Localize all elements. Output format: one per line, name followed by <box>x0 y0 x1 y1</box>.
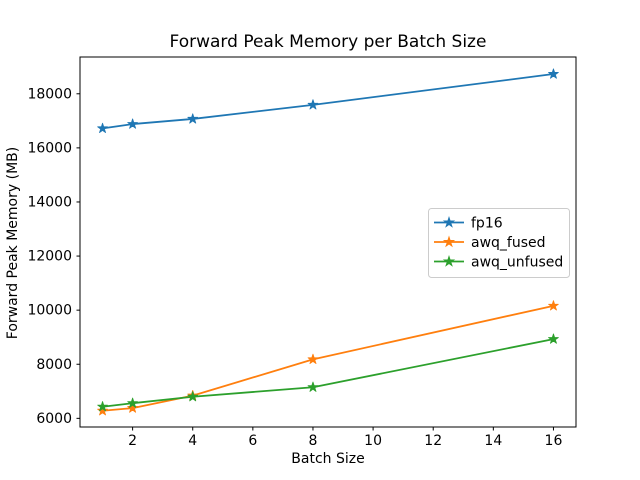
legend: fp16 awq_fused awq_unfused <box>428 208 570 278</box>
x-tick-label: 8 <box>309 433 318 449</box>
y-tick-label: 8000 <box>36 357 72 373</box>
legend-label: awq_unfused <box>471 255 563 271</box>
data-point-star-fp16 <box>127 118 138 129</box>
data-point-star-awq_unfused <box>307 381 319 392</box>
x-tick-label: 4 <box>188 433 197 449</box>
series-fp16 <box>97 68 559 134</box>
axes-layer: 2 4 6 8 10 12 14 16 6000 8000 10000 12000 14000 16000… <box>27 86 562 449</box>
data-point-star-awq_fused <box>97 405 108 416</box>
y-tick-label: 6000 <box>36 411 72 427</box>
legend-entry-fp16: fp16 <box>434 216 503 232</box>
x-tick-label: 14 <box>484 433 502 449</box>
data-point-star-fp16 <box>548 68 559 79</box>
legend-entry-awq_unfused: awq_unfused <box>434 255 563 271</box>
series-line-awq_fused <box>101 304 555 412</box>
data-point-star-fp16 <box>97 122 108 134</box>
legend-label: fp16 <box>471 216 503 232</box>
data-point-star-awq_fused <box>548 300 559 311</box>
y-tick-label: 14000 <box>27 194 72 210</box>
legend-sample-star <box>442 235 456 248</box>
x-tick-label: 2 <box>128 433 137 449</box>
chart-title: Forward Peak Memory per Batch Size <box>170 32 487 52</box>
x-tick-label: 10 <box>364 433 382 449</box>
legend-sample-star <box>442 216 456 228</box>
data-point-star-awq_unfused <box>97 401 108 412</box>
data-point-star-awq_fused <box>307 353 319 364</box>
x-tick-label: 16 <box>545 433 563 449</box>
series-line-awq_unfused <box>101 338 555 408</box>
series-layer <box>97 68 559 416</box>
legend-box <box>428 208 570 278</box>
series-line-fp16 <box>101 73 555 130</box>
x-axis-label: Batch Size <box>291 451 364 467</box>
x-tick-label: 12 <box>424 433 442 449</box>
data-point-star-awq_unfused <box>127 397 138 408</box>
data-point-star-fp16 <box>187 113 199 124</box>
legend-entry-awq_fused: awq_fused <box>434 235 546 251</box>
data-point-star-awq_fused <box>127 402 138 413</box>
y-tick-label: 12000 <box>27 249 72 265</box>
x-tick-label: 6 <box>248 433 257 449</box>
data-point-star-awq_unfused <box>187 391 199 402</box>
y-tick-label: 18000 <box>27 86 72 102</box>
plot-area-border <box>79 56 577 428</box>
series-awq_unfused <box>97 333 559 412</box>
y-axis-label: Forward Peak Memory (MB) <box>5 147 21 339</box>
legend-label: awq_fused <box>471 235 546 251</box>
legend-sample-star <box>442 255 456 267</box>
data-point-star-fp16 <box>307 99 319 110</box>
y-tick-label: 10000 <box>27 303 72 319</box>
series-awq_fused <box>97 300 559 416</box>
y-tick-label: 16000 <box>27 140 72 156</box>
data-point-star-awq_unfused <box>548 333 559 344</box>
